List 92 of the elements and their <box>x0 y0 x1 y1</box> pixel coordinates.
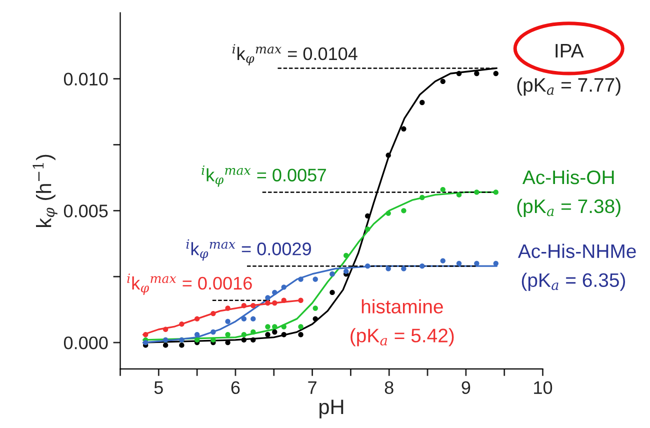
point <box>265 295 270 300</box>
point <box>420 263 425 269</box>
point <box>281 298 286 303</box>
annotation: Ac-His-NHMe <box>518 244 636 258</box>
point <box>440 186 446 192</box>
annotation: histamine <box>362 299 443 314</box>
point <box>250 337 256 343</box>
point <box>456 192 462 198</box>
point <box>298 324 304 330</box>
point <box>194 332 200 338</box>
point <box>250 316 256 322</box>
annotation: $^{i}$k$_{φ}$$^{max}$ = 0.0016 <box>127 274 252 295</box>
point <box>210 329 216 335</box>
point <box>312 316 318 322</box>
point <box>493 70 498 76</box>
annotation: Ac-His-OH <box>522 170 614 184</box>
point <box>365 263 370 269</box>
point <box>312 306 318 311</box>
annotation: $^{i}$k$_{φ}$$^{max}$ = 0.0029 <box>186 239 311 261</box>
x-axis-title: pH <box>320 400 344 418</box>
point <box>281 284 286 290</box>
point <box>474 70 480 76</box>
point <box>365 213 370 219</box>
point <box>179 321 184 327</box>
x-tick-label: 5 <box>154 381 163 394</box>
point <box>281 332 286 338</box>
point <box>272 329 278 335</box>
y-tick-label: 0.000 <box>64 336 108 350</box>
text: IPA <box>556 44 584 58</box>
point <box>143 340 148 346</box>
point <box>241 337 247 343</box>
point <box>225 332 230 338</box>
point <box>241 332 247 338</box>
point <box>456 70 462 76</box>
point <box>281 324 286 330</box>
point <box>401 126 406 132</box>
point <box>298 298 304 303</box>
x-tick-label: 6 <box>231 381 240 394</box>
point <box>386 152 391 158</box>
point <box>265 300 270 306</box>
point <box>456 260 462 266</box>
point <box>250 303 256 308</box>
y-tick-label: 0.005 <box>64 204 108 218</box>
point <box>265 324 270 330</box>
point <box>401 208 406 214</box>
point <box>194 337 200 343</box>
point <box>162 342 168 348</box>
point <box>210 337 216 343</box>
point <box>241 303 247 308</box>
annotation: $^{i}$k$_{φ}$$^{max}$ = 0.0057 <box>202 165 326 187</box>
point <box>343 252 349 258</box>
point <box>265 332 270 338</box>
point <box>298 276 304 282</box>
point <box>386 210 391 216</box>
point <box>493 260 498 266</box>
point <box>250 329 256 335</box>
point <box>330 290 335 296</box>
point <box>312 276 318 282</box>
point <box>194 316 200 322</box>
annotation: (pK$_{a}$ = 6.35) <box>522 272 626 291</box>
point <box>272 324 278 330</box>
point <box>272 300 278 306</box>
annotation: (pK$_{a}$ = 7.38) <box>517 198 620 218</box>
y-tick-label: 0.010 <box>64 72 108 86</box>
point <box>474 190 480 195</box>
point <box>365 226 370 232</box>
annotation: (pK$_{a}$ = 5.42) <box>350 328 454 346</box>
point <box>210 310 216 316</box>
point <box>420 194 425 200</box>
x-tick-label: 8 <box>384 381 394 394</box>
x-tick-label: 10 <box>534 381 552 394</box>
x-tick-label: 9 <box>462 381 470 394</box>
point <box>343 268 349 274</box>
x-tick-label: 7 <box>308 381 316 394</box>
y-axis-title: k$_{φ}$ (h$^{−1}$) <box>32 154 58 227</box>
point <box>386 266 391 272</box>
point <box>298 332 304 338</box>
point <box>162 326 168 332</box>
point <box>420 100 425 106</box>
point <box>440 258 446 264</box>
point <box>179 342 184 348</box>
point <box>241 316 247 322</box>
point <box>143 332 148 338</box>
point <box>474 260 480 266</box>
point <box>440 78 446 84</box>
point <box>225 318 230 324</box>
point <box>272 290 278 296</box>
point <box>493 190 498 195</box>
annotation: $^{i}$k$_{φ}$$^{max}$ = 0.0104 <box>232 44 358 66</box>
point <box>225 306 230 311</box>
point <box>401 266 406 272</box>
annotation: (pK$_{a}$ = 7.77) <box>517 78 620 96</box>
